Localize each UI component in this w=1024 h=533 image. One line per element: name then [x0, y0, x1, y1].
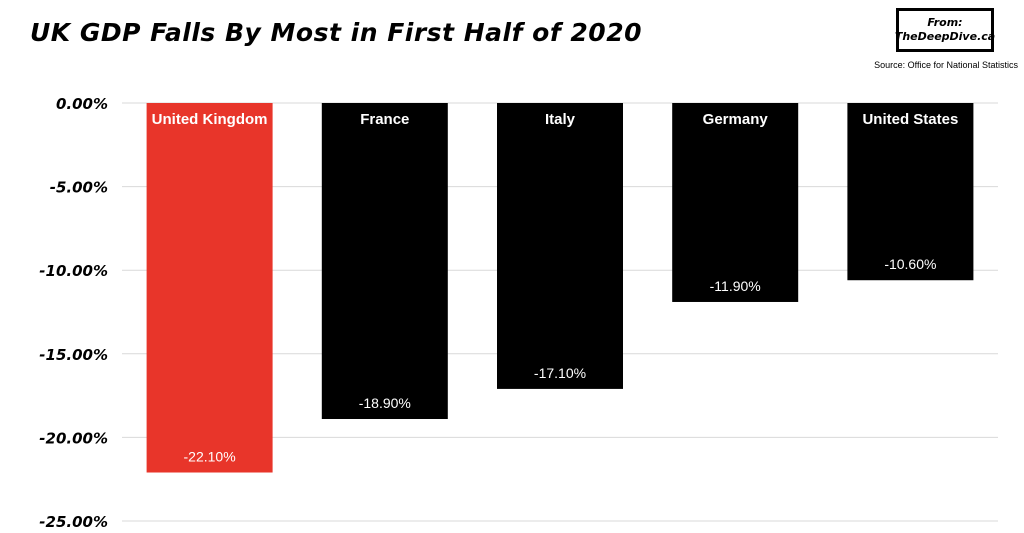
y-tick-label: -5.00% [50, 179, 108, 197]
logo-site-label: TheDeepDive.ca [894, 30, 996, 43]
bar-germany [672, 103, 799, 302]
chart-title: UK GDP Falls By Most in First Half of 20… [30, 18, 642, 47]
y-axis: 0.00% -5.00% -10.00% -15.00% -20.00% -25.00% [39, 95, 108, 531]
bar-france [321, 103, 448, 420]
y-tick-label: -15.00% [39, 346, 108, 364]
bar-united-states [847, 103, 974, 281]
y-tick-label: -10.00% [39, 262, 108, 280]
category-label: United Kingdom [152, 111, 268, 128]
data-label: -11.90% [710, 278, 761, 294]
y-tick-label: 0.00% [56, 95, 108, 113]
data-label: -22.10% [184, 449, 236, 465]
bar-italy [497, 103, 623, 389]
category-label: Germany [703, 111, 769, 128]
data-label: -17.10% [534, 365, 586, 381]
bars: United Kingdom -22.10% France -18.90% Italy -… [146, 103, 974, 473]
category-label: France [360, 111, 409, 128]
data-label: -18.90% [359, 395, 411, 411]
source-logo-box: From: TheDeepDive.ca [894, 8, 996, 52]
bar-united-kingdom [146, 103, 273, 473]
category-label: Italy [545, 111, 576, 128]
y-tick-label: -25.00% [39, 513, 108, 531]
y-tick-label: -20.00% [39, 429, 108, 447]
logo-from-label: From: [927, 16, 963, 29]
category-label: United States [862, 111, 958, 128]
source-note: Source: Office for National Statistics [874, 60, 1018, 70]
data-label: -10.60% [884, 256, 936, 272]
